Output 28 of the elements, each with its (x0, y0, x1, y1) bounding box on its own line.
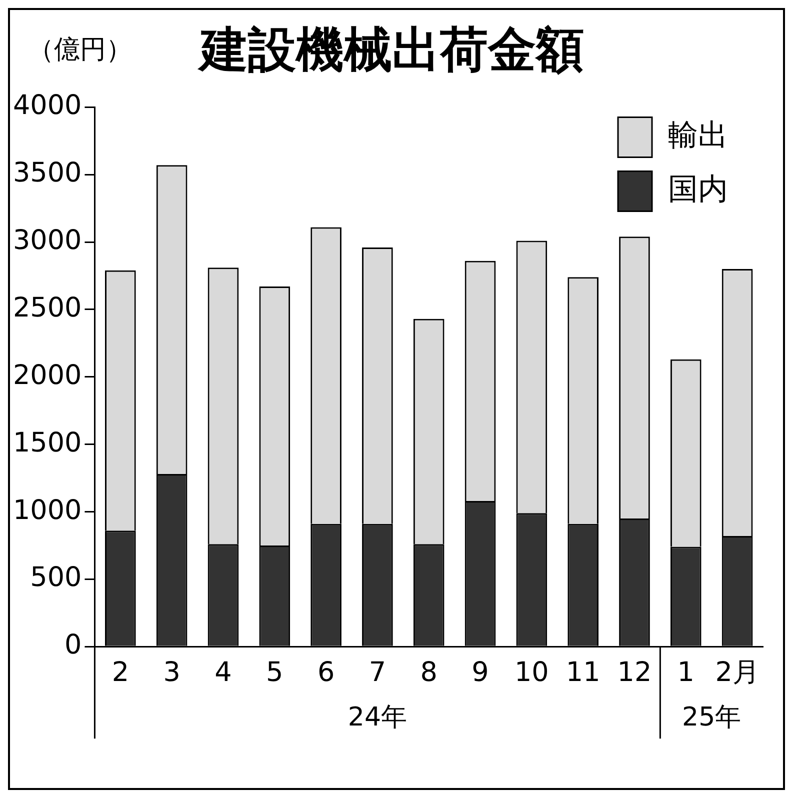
y-tick-label: 2000 (12, 360, 82, 391)
legend-label: 国内 (668, 172, 728, 207)
y-axis-title: （億円） (28, 34, 132, 67)
x-tick-label: 10 (514, 656, 549, 688)
x-tick-label: 4 (214, 656, 232, 688)
legend-label: 輸出 (668, 118, 728, 153)
chart-title: 建設機械出荷金額 (200, 21, 584, 80)
x-tick-label: 2 (112, 656, 130, 688)
x-tick-label: 11 (566, 656, 600, 688)
x-tick-label: 3 (163, 656, 180, 688)
x-tick-label: 6 (317, 656, 335, 688)
x-tick-label: 9 (472, 656, 489, 688)
y-tick-label: 1000 (12, 494, 82, 526)
y-tick-label: 4000 (12, 90, 82, 122)
x-tick-label: 5 (266, 656, 284, 688)
y-tick-label: 500 (30, 562, 82, 594)
x-tick-label: 2月 (715, 656, 760, 688)
y-tick-label: 3500 (12, 158, 82, 189)
text: 25年 (682, 702, 742, 732)
y-tick-label: 0 (64, 630, 82, 661)
y-tick-label: 1500 (12, 427, 82, 458)
y-tick-label: 3000 (12, 225, 82, 256)
x-tick-label: 7 (368, 656, 386, 688)
y-tick-label: 2500 (12, 292, 82, 324)
x-tick-label: 8 (420, 656, 438, 688)
x-tick-label: 12 (617, 656, 652, 688)
text: 24年 (348, 702, 407, 732)
x-tick-label: 1 (677, 656, 694, 688)
